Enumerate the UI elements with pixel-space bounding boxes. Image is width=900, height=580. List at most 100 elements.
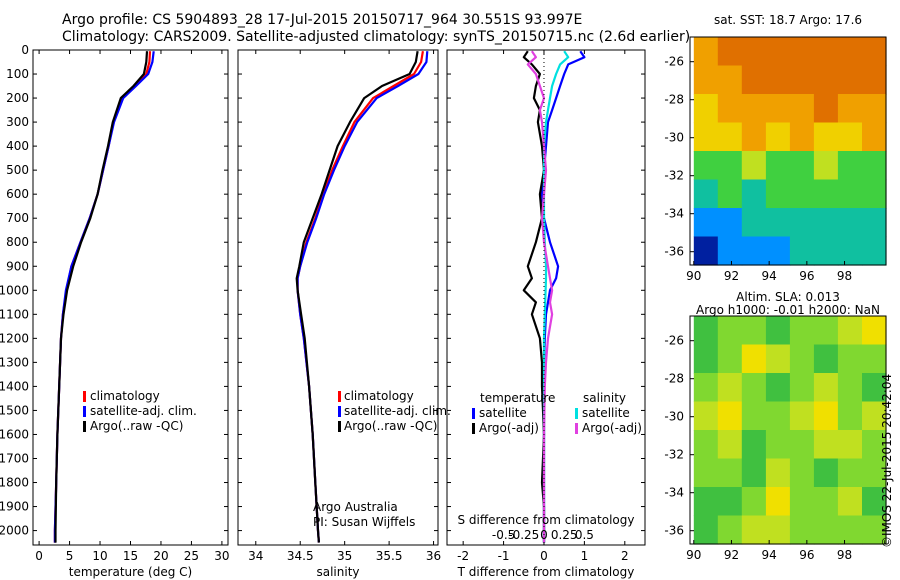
map-cell xyxy=(837,401,863,431)
x-tick-label: 10 xyxy=(92,549,107,563)
y-tick-label: -34 xyxy=(664,486,684,500)
map-cell xyxy=(741,316,767,346)
y-tick-label: 600 xyxy=(6,187,29,201)
map-cell xyxy=(717,487,743,517)
legend-title-salinity: salinity xyxy=(583,391,626,405)
legend-title-temperature: temperature xyxy=(480,391,555,405)
map-cell xyxy=(693,373,719,403)
map-cell xyxy=(765,179,791,209)
map-cell xyxy=(789,94,815,124)
map-cell xyxy=(765,487,791,517)
x-tick-label: 96 xyxy=(799,548,814,562)
legend-label: satellite-adj. clim. xyxy=(90,404,197,418)
x-axis-label: salinity xyxy=(316,565,359,579)
y-tick-label: -28 xyxy=(664,372,684,386)
map-cell xyxy=(765,401,791,431)
map-cell xyxy=(765,122,791,152)
map-cell xyxy=(813,236,839,266)
map-cell xyxy=(765,94,791,124)
map-cell xyxy=(741,487,767,517)
map-cell xyxy=(813,37,839,67)
map-cell xyxy=(813,151,839,181)
map-cell xyxy=(693,208,719,238)
x-tick-label: 25 xyxy=(184,549,199,563)
map-cell xyxy=(717,65,743,95)
legend-label: climatology xyxy=(90,389,160,403)
x-tick-label: 98 xyxy=(837,269,852,283)
secondary-x-tick-label: -0.5 xyxy=(492,528,515,542)
map-cell xyxy=(693,458,719,488)
x-tick-label: 98 xyxy=(837,548,852,562)
y-tick-label: -26 xyxy=(664,55,684,69)
legend-swatch xyxy=(575,408,578,419)
map-cell xyxy=(813,316,839,346)
map-cell xyxy=(789,430,815,460)
x-tick-label: 92 xyxy=(724,269,739,283)
x-tick-label: 34.5 xyxy=(287,549,314,563)
legend-label: Argo(..raw -QC) xyxy=(344,419,437,433)
x-tick-label: 0 xyxy=(540,549,548,563)
map-cell xyxy=(789,37,815,67)
map-cell xyxy=(789,515,815,545)
map-cell xyxy=(717,151,743,181)
map-cell xyxy=(789,458,815,488)
map-cell xyxy=(741,122,767,152)
map-cell xyxy=(837,373,863,403)
map-cell xyxy=(693,344,719,374)
map-cell xyxy=(717,37,743,67)
map-cell xyxy=(765,208,791,238)
map-cell xyxy=(789,236,815,266)
map-cell xyxy=(813,94,839,124)
x-tick-label: 90 xyxy=(686,269,701,283)
map-cell xyxy=(741,344,767,374)
map-cell xyxy=(741,37,767,67)
y-tick-label: 300 xyxy=(6,115,29,129)
map-cell xyxy=(837,458,863,488)
map-cell xyxy=(837,515,863,545)
map-cell xyxy=(837,151,863,181)
x-tick-label: 15 xyxy=(123,549,138,563)
y-tick-label: 1100 xyxy=(0,307,29,321)
legend-swatch xyxy=(472,408,475,419)
map-cell xyxy=(862,344,887,374)
map-cell xyxy=(862,316,887,346)
map-cell xyxy=(813,458,839,488)
map-cell xyxy=(837,236,863,266)
secondary-x-tick-label: 0.5 xyxy=(575,528,594,542)
x-tick-label: 5 xyxy=(66,549,74,563)
map-cell xyxy=(741,458,767,488)
map-cell xyxy=(862,151,887,181)
secondary-x-tick-label: 0 xyxy=(540,528,548,542)
x-tick-label: 96 xyxy=(799,269,814,283)
x-tick-label: 34 xyxy=(248,549,263,563)
secondary-x-tick-label: -0.25 xyxy=(508,528,539,542)
series-line xyxy=(54,51,149,543)
series-line xyxy=(296,51,429,543)
map-cell xyxy=(813,430,839,460)
map-cell xyxy=(765,515,791,545)
map-cell xyxy=(717,94,743,124)
map-cell xyxy=(862,373,887,403)
map-cell xyxy=(741,236,767,266)
annotation-pi: PI: Susan Wijffels xyxy=(313,515,415,529)
map-cell xyxy=(813,344,839,374)
x-tick-label: -1 xyxy=(498,549,510,563)
secondary-x-tick-label: 0.25 xyxy=(551,528,578,542)
figure-title-line2: Climatology: CARS2009. Satellite-adjuste… xyxy=(62,29,690,45)
map-cell xyxy=(789,179,815,209)
map-cell xyxy=(765,316,791,346)
legend-swatch xyxy=(338,421,341,432)
temperature-profile-panel: 0100200300400500600700800900100011001200… xyxy=(0,43,230,579)
legend-swatch xyxy=(472,423,475,434)
map-cell xyxy=(765,151,791,181)
map-cell xyxy=(862,487,887,517)
salinity-profile-panel: 34 34.5 35 35.5 36 salinity climatologysatelli… xyxy=(237,49,451,579)
map-cell xyxy=(717,344,743,374)
map-cell xyxy=(789,344,815,374)
series-line xyxy=(53,51,155,543)
map-cell xyxy=(862,430,887,460)
y-tick-label: -36 xyxy=(664,524,684,538)
y-tick-label: 1000 xyxy=(0,283,29,297)
map-cell xyxy=(741,208,767,238)
map-cell xyxy=(837,430,863,460)
